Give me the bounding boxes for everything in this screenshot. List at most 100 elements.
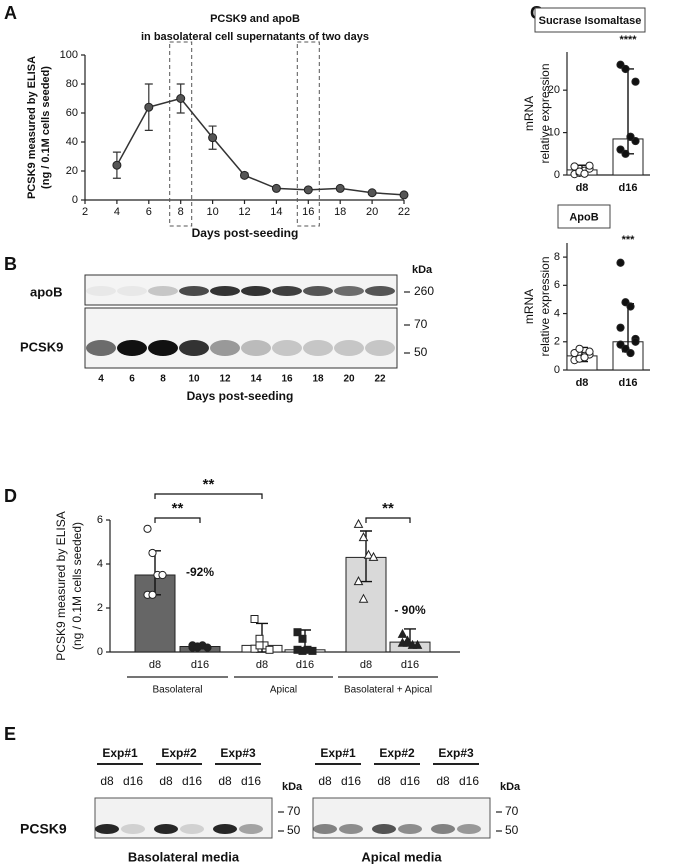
title-box: [534, 7, 646, 33]
experiment-label: Exp#1: [102, 746, 138, 760]
y-axis-label: PCSK9 measured by ELISA: [54, 511, 68, 660]
significance: **: [382, 500, 394, 517]
blot-band: [121, 824, 145, 834]
data-point: [626, 302, 635, 311]
data-point: [402, 637, 413, 647]
data-point: [193, 643, 202, 652]
experiment-label: Exp#1: [320, 746, 356, 760]
y-tick-label: 6: [97, 514, 103, 526]
x-tick-label: 4: [114, 206, 120, 218]
blot-band: [239, 824, 263, 834]
y-tick-label: 20: [548, 84, 560, 96]
data-point: [148, 548, 157, 558]
blot-band: [334, 340, 364, 356]
data-point: [367, 188, 377, 198]
marker-label: 50: [505, 823, 519, 837]
blot-band: [365, 286, 395, 296]
kda-label: kDa: [282, 781, 303, 793]
blot-band: [148, 286, 178, 296]
x-tick-label: d16: [296, 659, 314, 671]
blot-band: [303, 340, 333, 356]
y-axis-label: mRNA: [522, 289, 536, 324]
x-tick-label: 14: [270, 206, 282, 218]
x-tick-label: 10: [206, 206, 218, 218]
data-point: [575, 344, 584, 353]
data-point: [176, 94, 186, 103]
blot-row-label: apoB: [30, 284, 63, 299]
marker-label: 50: [414, 345, 428, 359]
blot-band: [272, 286, 302, 296]
blot-band: [241, 286, 271, 296]
x-tick-label: 18: [334, 206, 346, 218]
y-tick-label: 0: [72, 194, 78, 206]
y-axis-label: PCSK9 measured by ELISA: [26, 56, 38, 199]
data-point: [298, 634, 307, 643]
x-tick-label: 22: [398, 206, 410, 218]
data-point: [335, 183, 345, 193]
marker-label: 70: [414, 317, 428, 331]
x-tick-label: 12: [238, 206, 250, 218]
data-point: [298, 646, 307, 655]
y-tick-label: 10: [548, 126, 560, 138]
blot-band: [339, 824, 363, 834]
y-tick-label: 8: [554, 251, 560, 263]
x-tick-label: 8: [178, 206, 184, 218]
y-tick-label: 0: [554, 364, 560, 376]
x-tick-label: 6: [146, 206, 152, 218]
data-line: [116, 97, 405, 196]
blot-box: [312, 797, 491, 839]
lane-label: 22: [374, 374, 386, 385]
data-point: [308, 646, 317, 655]
data-point: [144, 102, 154, 112]
y-tick-label: 60: [66, 107, 78, 119]
group-label: Basolateral + Apical: [344, 685, 432, 696]
blot-row-label: PCSK9: [20, 339, 63, 354]
y-tick-label: 80: [66, 78, 78, 90]
x-tick-label: d8: [256, 659, 268, 671]
data-point: [626, 348, 635, 358]
panel-letter: D: [4, 486, 17, 506]
data-point: [303, 185, 313, 195]
highlight-box: [169, 41, 193, 227]
y-tick-label: 40: [66, 136, 78, 148]
marker-label: 70: [505, 804, 519, 818]
highlight-box: [296, 41, 320, 227]
x-axis-label: Days post-seeding: [187, 389, 294, 403]
blot-band: [148, 340, 178, 356]
data-point: [358, 593, 369, 603]
marker-label: 70: [287, 804, 301, 818]
data-point: [271, 183, 281, 193]
data-point: [580, 169, 589, 178]
significance: **: [172, 500, 184, 517]
x-tick-label: d16: [619, 377, 638, 389]
lane-label: d8: [100, 774, 114, 788]
data-point: [143, 524, 152, 533]
bracket: [365, 517, 411, 523]
y-axis-label: mRNA: [522, 96, 536, 131]
data-point: [399, 190, 409, 200]
data-point: [158, 570, 167, 580]
experiment-label: Exp#3: [220, 746, 256, 760]
y-tick-label: 100: [60, 49, 78, 61]
blot-band: [210, 286, 240, 296]
data-point: [585, 161, 594, 170]
significance: ****: [619, 34, 637, 46]
annotation: - 90%: [394, 603, 426, 617]
y-axis-label: (ng / 0.1M cells seeded): [40, 66, 52, 189]
lane-label: d16: [123, 774, 143, 788]
y-tick-label: 20: [66, 165, 78, 177]
title-box: [557, 204, 611, 229]
annotation: -92%: [186, 565, 214, 579]
data-point: [616, 258, 625, 267]
data-point: [585, 347, 594, 356]
blot-band: [365, 340, 395, 356]
data-point: [240, 170, 249, 180]
blot-band: [154, 824, 178, 834]
lane-label: d8: [377, 774, 391, 788]
x-tick-label: 20: [366, 206, 378, 218]
kda-label: kDa: [500, 781, 521, 793]
lane-label: 8: [160, 374, 166, 385]
y-tick-label: 4: [97, 558, 103, 570]
marker-label: 260: [414, 284, 434, 298]
